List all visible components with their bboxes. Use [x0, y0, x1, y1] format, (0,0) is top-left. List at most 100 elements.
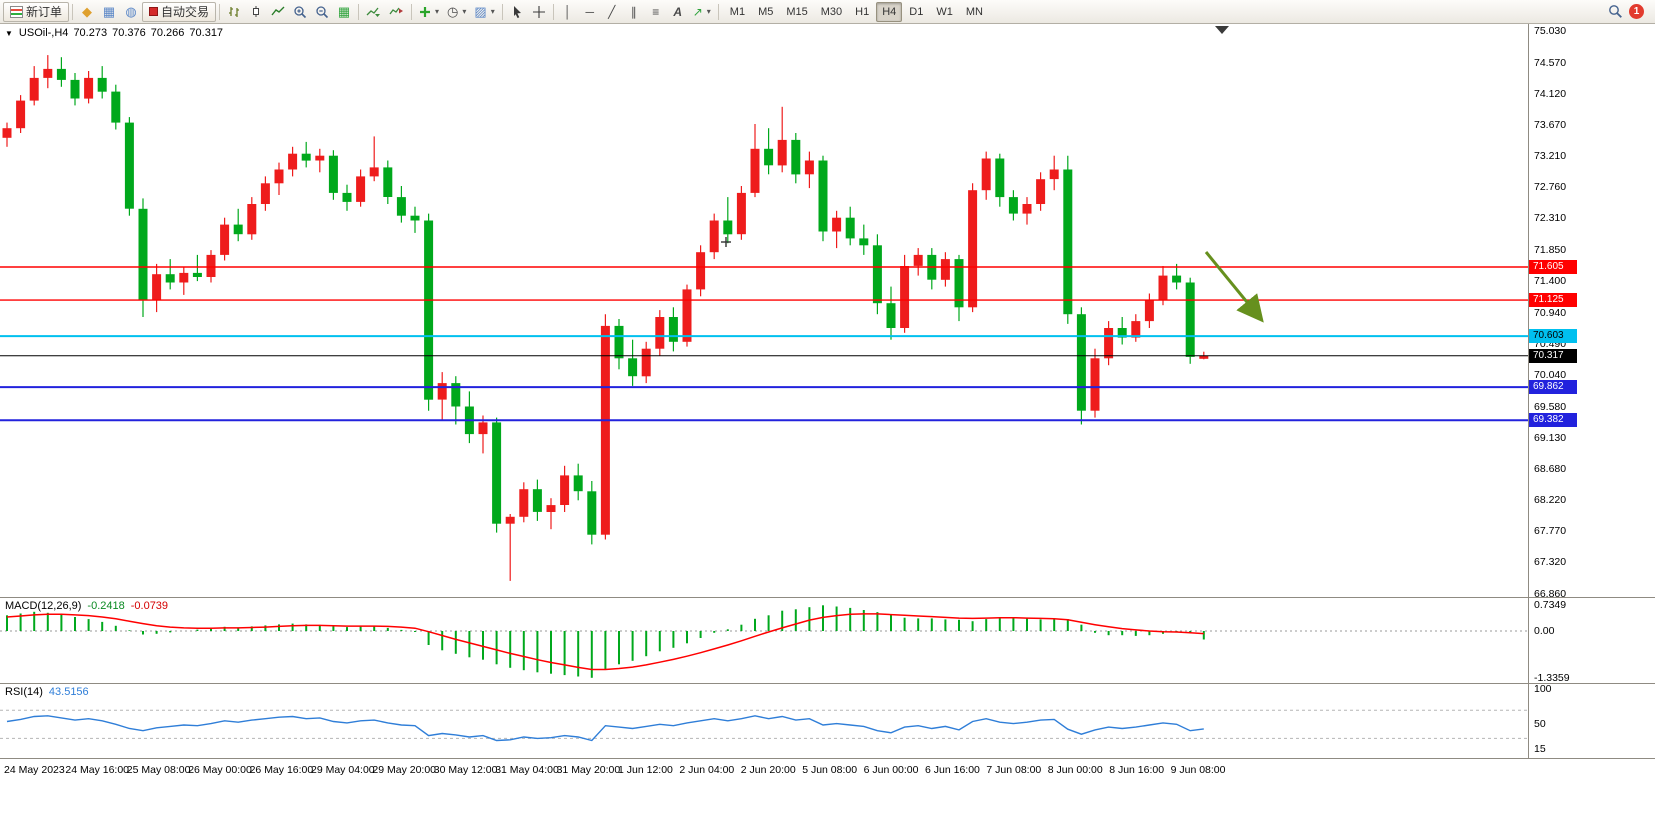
cursor-button[interactable] — [506, 2, 528, 22]
price-axis-label: 73.210 — [1534, 150, 1567, 163]
price-axis-label: 75.030 — [1534, 25, 1567, 37]
time-axis-label: 7 Jun 08:00 — [986, 764, 1042, 776]
time-axis-label: 29 May 04:00 — [311, 764, 375, 776]
notification-badge[interactable]: 1 — [1629, 4, 1644, 19]
chart-shift-icon — [389, 7, 404, 15]
price-chart[interactable] — [0, 24, 1528, 597]
rsi-axis-label: 15 — [1534, 743, 1546, 755]
rsi-value: 43.5156 — [48, 686, 89, 698]
price-axis-label: 74.120 — [1534, 87, 1567, 100]
templates-button[interactable]: ▨ ▾ — [470, 2, 498, 22]
macd-axis-label: -1.3359 — [1534, 671, 1570, 684]
price-axis-label: 72.760 — [1534, 181, 1567, 194]
horizontal-line-button[interactable]: ─ — [579, 2, 601, 22]
time-axis-label: 30 May 12:00 — [433, 764, 498, 776]
chart-shift-button[interactable] — [385, 2, 408, 22]
arrow-tool-icon: ↗ — [692, 4, 703, 19]
new-chart-button[interactable]: ▾ — [415, 2, 443, 22]
search-icon — [1609, 5, 1622, 18]
main-toolbar: 新订单 ◆ ▦ ◍ 自动交易 ▦ ▾ ◷ ▾ ▨ ▾ — [0, 0, 1655, 24]
candlestick-chart-button[interactable] — [245, 2, 267, 22]
price-axis-label: 67.770 — [1534, 525, 1567, 538]
price-axis-label: 70.040 — [1534, 368, 1567, 381]
charts-grid-button[interactable]: ▦ — [98, 2, 120, 22]
toolbar-separator — [411, 3, 413, 20]
timeframe-h4-button[interactable]: H4 — [876, 1, 903, 22]
tile-windows-button[interactable]: ▦ — [333, 2, 355, 22]
one-click-trading-toggle[interactable]: ▼ — [5, 28, 13, 38]
equidistant-channel-button[interactable]: ∥ — [623, 2, 645, 22]
time-axis-label: 1 Jun 12:00 — [618, 764, 673, 776]
market-watch-button[interactable]: ◍ — [120, 2, 142, 22]
timeframe-w1-button[interactable]: W1 — [936, 5, 953, 18]
auto-scroll-button[interactable] — [362, 2, 385, 22]
time-axis-label: 6 Jun 00:00 — [863, 764, 919, 776]
timeframe-d1-button[interactable]: D1 — [909, 5, 924, 18]
high-value: 70.376 — [112, 27, 146, 39]
time-axis-label: 24 May 16:00 — [65, 764, 130, 776]
profiles-button[interactable]: ◆ — [76, 2, 98, 22]
price-tag-71.125: 71.125 — [1529, 293, 1577, 308]
zoom-out-button[interactable] — [311, 2, 333, 22]
price-axis-label: 69.130 — [1534, 431, 1567, 444]
price-axis-border — [1528, 24, 1529, 758]
diamond-icon: ◆ — [82, 4, 93, 19]
price-axis-label: 70.940 — [1534, 306, 1567, 319]
line-chart-button[interactable] — [267, 2, 289, 22]
rsi-axis-label: 100 — [1534, 683, 1552, 695]
price-axis[interactable]: 75.030 74.570 74.120 73.670 73.210 72.760 72.3… — [1529, 24, 1655, 758]
autotrading-label: 自动交易 — [161, 5, 210, 19]
timeframes-toolbar: M1 M5 M15 M30 H1 H4 D1 W1 MN — [724, 1, 989, 22]
time-axis-label: 9 Jun 08:00 — [1170, 764, 1226, 776]
toolbar-separator — [72, 3, 74, 20]
symbol-period-label: USOil-,H4 — [18, 27, 69, 39]
price-tag-69.382: 69.382 — [1529, 413, 1577, 428]
time-axis-label: 2 Jun 20:00 — [740, 764, 796, 776]
line-chart-icon — [271, 6, 285, 16]
globe-icon: ◍ — [125, 4, 137, 19]
time-axis[interactable]: 24 May 2023 24 May 16:00 25 May 08:00 26 Ma… — [0, 759, 1655, 785]
search-button[interactable] — [1604, 2, 1627, 22]
crosshair-icon — [532, 5, 545, 18]
fibonacci-button[interactable]: ≡ — [645, 2, 667, 22]
vertical-line-button[interactable]: │ — [557, 2, 579, 22]
price-axis-label: 68.220 — [1534, 494, 1567, 507]
toolbar-separator — [501, 3, 503, 20]
crosshair-button[interactable] — [528, 2, 550, 22]
candlestick-icon — [253, 6, 260, 17]
macd-axis-label: 0.7349 — [1534, 599, 1567, 612]
zoom-in-button[interactable] — [289, 2, 311, 22]
chevron-down-icon: ▾ — [706, 6, 711, 16]
chart-grid-icon: ▦ — [102, 4, 116, 19]
timeframe-m5-button[interactable]: M5 — [758, 5, 774, 18]
macd-signal-value: -0.0739 — [130, 600, 169, 612]
periods-button[interactable]: ◷ ▾ — [443, 2, 470, 22]
time-axis-label: 25 May 08:00 — [126, 764, 191, 776]
price-tag-69.862: 69.862 — [1529, 380, 1577, 395]
timeframe-mn-button[interactable]: MN — [965, 5, 983, 18]
toolbar-separator — [717, 3, 719, 20]
timeframe-m30-button[interactable]: M30 — [820, 5, 843, 18]
macd-panel-splitter[interactable] — [0, 597, 1655, 598]
autotrading-button[interactable]: 自动交易 — [142, 1, 217, 22]
macd-panel[interactable] — [0, 598, 1528, 683]
timeframe-m1-button[interactable]: M1 — [729, 5, 746, 18]
timeframe-m15-button[interactable]: M15 — [786, 5, 808, 18]
new-order-icon — [10, 5, 23, 18]
new-order-label: 新订单 — [26, 5, 63, 19]
vertical-line-icon: │ — [563, 4, 572, 19]
timeframe-h1-button[interactable]: H1 — [855, 5, 870, 18]
text-label-button[interactable]: A — [667, 2, 689, 22]
rsi-panel[interactable] — [0, 684, 1528, 758]
trendline-button[interactable]: ╱ — [601, 2, 623, 22]
toolbar-separator — [219, 3, 221, 20]
bar-chart-button[interactable] — [223, 2, 245, 22]
channel-icon: ∥ — [630, 4, 637, 19]
arrows-button[interactable]: ↗ ▾ — [689, 2, 715, 22]
new-order-button[interactable]: 新订单 — [3, 1, 70, 22]
clock-icon: ◷ — [447, 4, 459, 19]
rsi-panel-splitter[interactable] — [0, 683, 1655, 684]
auto-scroll-icon — [366, 7, 381, 17]
price-axis-label: 71.850 — [1534, 244, 1567, 257]
toolbar-separator — [552, 3, 554, 20]
